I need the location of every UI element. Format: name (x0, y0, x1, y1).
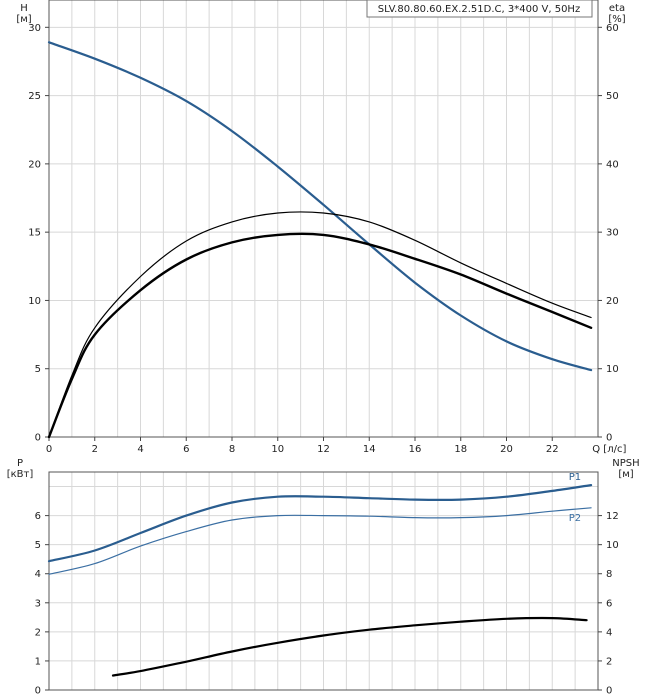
y-tick-label-right: 0 (606, 433, 612, 444)
y-tick-label-left: 5 (35, 540, 41, 551)
y-tick-label-left: 10 (28, 296, 41, 307)
y-tick-label-right: 10 (606, 364, 619, 375)
y-tick-label-left: 3 (35, 598, 41, 609)
chart-title-box: SLV.80.80.60.EX.2.51D.C, 3*400 V, 50Hz (366, 0, 593, 18)
y-tick-label-left: 15 (28, 228, 41, 239)
y-tick-label-right: 12 (606, 511, 619, 522)
x-tick-label: 14 (363, 444, 376, 455)
chart-title: SLV.80.80.60.EX.2.51D.C, 3*400 V, 50Hz (378, 4, 580, 15)
y-tick-label-left: 30 (28, 23, 41, 34)
y-tick-label-right: 8 (606, 569, 612, 580)
x-tick-label: 6 (183, 444, 189, 455)
x-tick-label: 4 (137, 444, 143, 455)
series-line-1 (48, 211, 592, 438)
y-axis-title-right: NPSH [м] (612, 458, 639, 480)
y-tick-label-left: 4 (35, 569, 41, 580)
y-tick-label-right: 20 (606, 296, 619, 307)
y-axis-title-left: P [кВт] (7, 458, 34, 480)
y-tick-label-right: 0 (606, 686, 612, 697)
y-tick-label-left: 25 (28, 91, 41, 102)
y-tick-label-right: 2 (606, 656, 612, 667)
x-tick-label: 12 (317, 444, 330, 455)
y-tick-label-right: 10 (606, 540, 619, 551)
plot-frame (48, 471, 599, 691)
y-tick-label-right: 50 (606, 91, 619, 102)
head-efficiency-chart: 0 5 10 15 20 25 30 0 10 20 30 40 50 60 H [м] eta [%] 0 2 4 6 8… (16, 0, 626, 455)
x-tick-label: 10 (271, 444, 284, 455)
x-tick-label: 8 (229, 444, 235, 455)
x-tick-label: 0 (46, 444, 52, 455)
y-tick-label-left: 2 (35, 627, 41, 638)
series-label-p2: P2 (569, 513, 581, 524)
y-axis-title-right: eta [%] (608, 3, 625, 25)
y-tick-label-right: 6 (606, 598, 612, 609)
x-tick-label: 16 (409, 444, 422, 455)
chart-title-frame (366, 0, 593, 18)
y-tick-label-left: 20 (28, 159, 41, 170)
y-axis-title-left: H [м] (16, 3, 31, 25)
series-line-0 (47, 41, 593, 372)
y-tick-label-right: 4 (606, 627, 612, 638)
x-tick-label: 22 (546, 444, 559, 455)
y-tick-label-right: 40 (606, 159, 619, 170)
x-tick-label: 2 (92, 444, 98, 455)
y-tick-label-right: 30 (606, 228, 619, 239)
grid-lines (48, 472, 599, 691)
series-line-2 (111, 616, 588, 677)
series-line-1 (48, 507, 592, 575)
y-tick-label-right: 60 (606, 23, 619, 34)
y-tick-label-left: 5 (35, 364, 41, 375)
y-tick-label-left: 6 (35, 511, 41, 522)
series-label-p1: P1 (569, 472, 581, 483)
series-line-0 (47, 484, 593, 563)
series-line-2 (47, 232, 593, 439)
x-axis-title: Q [л/с] (592, 444, 626, 455)
y-tick-label-left: 0 (35, 686, 41, 697)
y-tick-label-left: 1 (35, 656, 41, 667)
x-tick-label: 18 (454, 444, 467, 455)
grid-lines (48, 0, 599, 438)
y-tick-label-left: 0 (35, 433, 41, 444)
x-tick-label: 20 (500, 444, 513, 455)
